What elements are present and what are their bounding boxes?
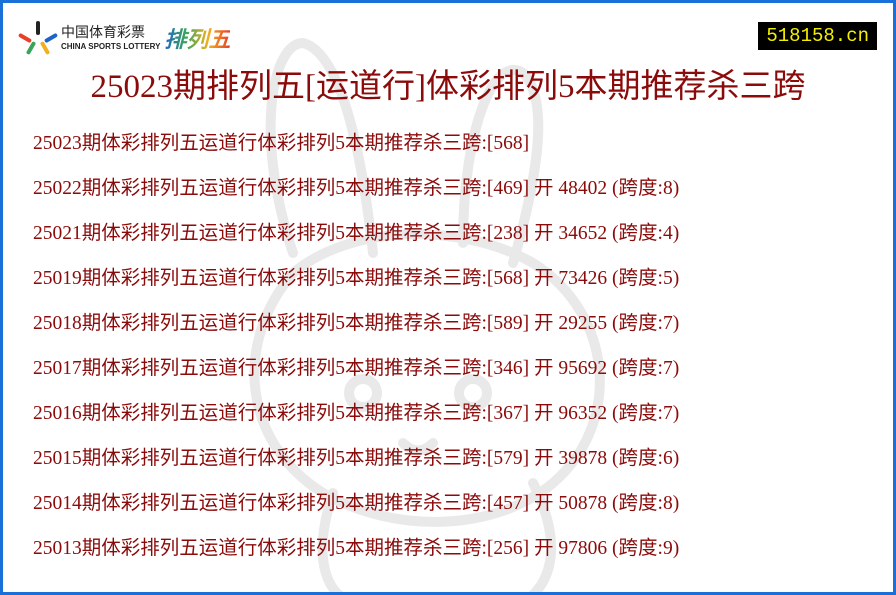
list-item: 25021期体彩排列五运道行体彩排列5本期推荐杀三跨:[238] 开 34652…: [33, 223, 680, 244]
list-item: 25019期体彩排列五运道行体彩排列5本期推荐杀三跨:[568] 开 73426…: [33, 268, 680, 289]
list-item: 25015期体彩排列五运道行体彩排列5本期推荐杀三跨:[579] 开 39878…: [33, 448, 680, 469]
list-item: 25018期体彩排列五运道行体彩排列5本期推荐杀三跨:[589] 开 29255…: [33, 313, 680, 334]
list-item: 25023期体彩排列五运道行体彩排列5本期推荐杀三跨:[568]: [33, 133, 530, 154]
list-item: 25017期体彩排列五运道行体彩排列5本期推荐杀三跨:[346] 开 95692…: [33, 358, 680, 379]
bunny-watermark-icon: [249, 37, 605, 592]
list-item: 25022期体彩排列五运道行体彩排列5本期推荐杀三跨:[469] 开 48402…: [33, 178, 680, 199]
page-title: 25023期排列五[运道行]体彩排列5本期推荐杀三跨: [90, 69, 806, 105]
list-item: 25014期体彩排列五运道行体彩排列5本期推荐杀三跨:[457] 开 50878…: [33, 493, 680, 514]
recommendation-list: 25023期体彩排列五运道行体彩排列5本期推荐杀三跨:[568] 25022期体…: [33, 129, 679, 579]
logo-product-name: 排列五: [164, 22, 230, 54]
list-item: 25013期体彩排列五运道行体彩排列5本期推荐杀三跨:[256] 开 97806…: [33, 538, 680, 559]
logo-english-text: CHINA SPORTS LOTTERY: [61, 41, 161, 51]
list-item: 25016期体彩排列五运道行体彩排列5本期推荐杀三跨:[367] 开 96352…: [33, 403, 680, 424]
china-sports-lottery-logo: 中国体育彩票 CHINA SPORTS LOTTERY 排列五: [17, 21, 230, 56]
lottery-star-icon: [17, 21, 59, 56]
site-badge: 518158.cn: [758, 22, 877, 50]
logo-chinese-text: 中国体育彩票: [61, 24, 145, 41]
